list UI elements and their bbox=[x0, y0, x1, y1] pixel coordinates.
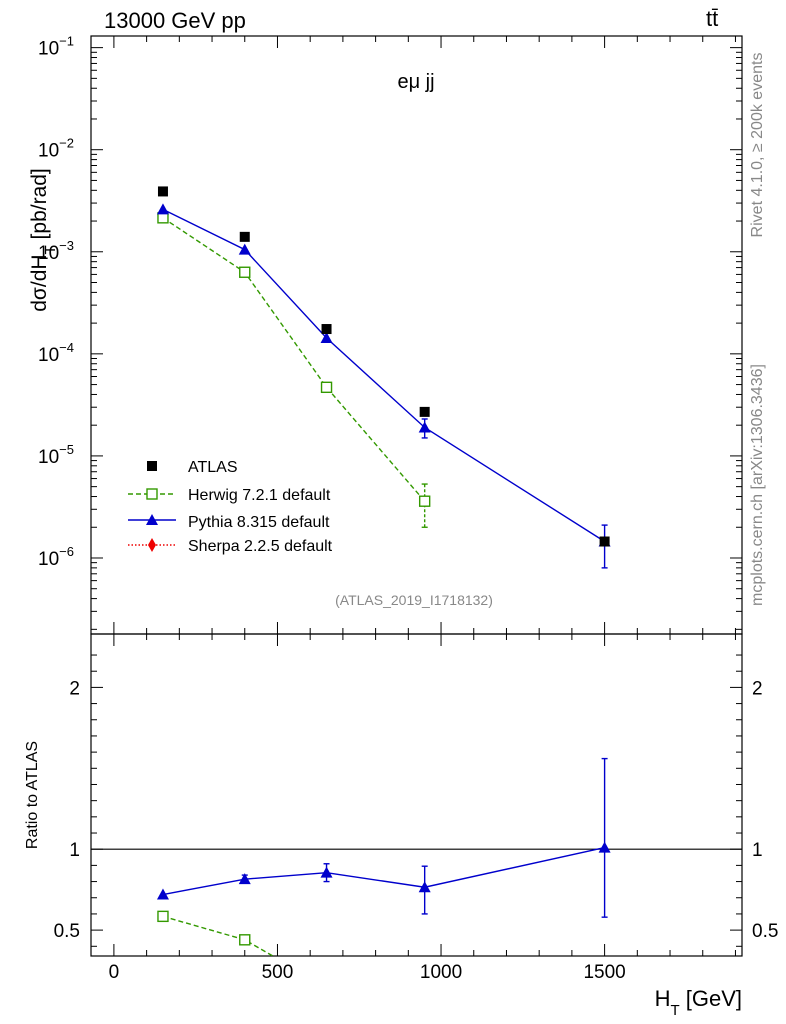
analysis-watermark: (ATLAS_2019_I1718132) bbox=[335, 592, 493, 608]
ratio-y-tick-label-left: 2 bbox=[69, 678, 80, 699]
legend-marker-sherpa bbox=[148, 538, 156, 552]
legend: ATLAS Herwig 7.2.1 default Pythia 8.315 … bbox=[128, 459, 333, 555]
tick-base: 10 bbox=[38, 141, 59, 162]
x-tick-label: 0 bbox=[109, 962, 120, 983]
pythia-point bbox=[320, 331, 333, 343]
ratio-y-tick-label-right: 2 bbox=[752, 678, 763, 699]
ratio-y-axis-label: Ratio to ATLAS bbox=[24, 741, 41, 849]
tick-base: 10 bbox=[38, 39, 59, 60]
x-ticks: 0 500 1000 1500 bbox=[109, 36, 736, 983]
mcplots-label: mcplots.cern.ch [arXiv:1306.3436] bbox=[749, 364, 766, 606]
legend-label-pythia: Pythia 8.315 default bbox=[188, 514, 330, 531]
main-y-ticks: 10−110−210−310−410−510−6 bbox=[38, 34, 742, 630]
tick-base: 10 bbox=[38, 243, 59, 264]
ratio-pythia-point bbox=[238, 873, 251, 885]
ratio-y-tick-label-left: 0.5 bbox=[54, 921, 80, 942]
x-tick-label: 1500 bbox=[583, 962, 625, 983]
main-y-tick-label: 10−6 bbox=[38, 544, 74, 570]
plot-title: eμ jj bbox=[397, 71, 434, 93]
tick-exponent: −4 bbox=[59, 340, 74, 355]
atlas-point bbox=[321, 324, 332, 335]
legend-label-sherpa: Sherpa 2.2.5 default bbox=[188, 538, 333, 555]
ratio-y-tick-label-right: 0.5 bbox=[752, 921, 778, 942]
legend-marker-pythia bbox=[146, 514, 158, 525]
legend-marker-herwig bbox=[146, 488, 158, 500]
herwig-point bbox=[320, 381, 333, 394]
ratio-pythia-point bbox=[418, 881, 431, 893]
ratio-data-layer bbox=[156, 757, 611, 956]
legend-entry-sherpa: Sherpa 2.2.5 default bbox=[128, 538, 333, 555]
tick-base: 10 bbox=[38, 447, 59, 468]
ratio-pythia-point bbox=[598, 841, 611, 853]
legend-marker-atlas bbox=[147, 461, 157, 471]
rivet-label: Rivet 4.1.0, ≥ 200k events bbox=[749, 53, 766, 238]
atlas-point bbox=[239, 231, 250, 242]
main-y-axis-label: dσ/dHT [pb/rad] bbox=[28, 168, 59, 312]
ratio-y-tick-label-right: 1 bbox=[752, 840, 763, 861]
main-data-layer bbox=[156, 186, 611, 569]
ratio-herwig-point bbox=[239, 934, 251, 946]
tick-base: 10 bbox=[38, 549, 59, 570]
main-y-tick-label: 10−1 bbox=[38, 34, 74, 60]
ratio-pythia-point bbox=[156, 888, 169, 900]
energy-label: 13000 GeV pp bbox=[104, 8, 246, 33]
legend-entry-atlas: ATLAS bbox=[147, 459, 238, 476]
ratio-pythia-line bbox=[162, 846, 605, 896]
legend-label-herwig: Herwig 7.2.1 default bbox=[188, 487, 331, 504]
ratio-herwig-line bbox=[162, 915, 275, 956]
ratio-y-tick-label-left: 1 bbox=[69, 840, 80, 861]
ratio-pythia-point bbox=[320, 866, 333, 878]
atlas-point bbox=[157, 186, 168, 197]
ratio-y-ticks: 0.5 0.5 1 1 2 2 bbox=[54, 654, 778, 947]
legend-entry-herwig: Herwig 7.2.1 default bbox=[128, 487, 331, 504]
tick-exponent: −2 bbox=[59, 136, 74, 151]
herwig-point bbox=[418, 495, 431, 507]
tick-base: 10 bbox=[38, 345, 59, 366]
ratio-herwig-point bbox=[157, 910, 169, 923]
tick-exponent: −3 bbox=[59, 238, 74, 253]
main-y-tick-label: 10−2 bbox=[38, 136, 74, 162]
main-y-tick-label: 10−5 bbox=[38, 442, 74, 468]
legend-entry-pythia: Pythia 8.315 default bbox=[128, 514, 330, 531]
herwig-point bbox=[239, 266, 251, 278]
process-label: tt̄ bbox=[706, 6, 719, 31]
herwig-line bbox=[162, 217, 426, 502]
tick-exponent: −1 bbox=[59, 34, 74, 49]
tick-exponent: −6 bbox=[59, 544, 74, 559]
pythia-point bbox=[238, 243, 251, 255]
atlas-point bbox=[599, 536, 610, 547]
pythia-point bbox=[156, 203, 169, 215]
main-y-tick-label: 10−4 bbox=[38, 340, 74, 366]
tick-exponent: −5 bbox=[59, 442, 74, 457]
main-y-tick-label: 10−3 bbox=[38, 238, 74, 264]
x-axis-label: HT [GeV] bbox=[655, 986, 742, 1019]
atlas-point bbox=[419, 406, 430, 417]
x-tick-label: 500 bbox=[262, 962, 294, 983]
x-tick-label: 1000 bbox=[420, 962, 462, 983]
ratio-panel-frame bbox=[90, 633, 743, 957]
legend-label-atlas: ATLAS bbox=[188, 459, 238, 476]
pythia-point bbox=[418, 421, 431, 433]
